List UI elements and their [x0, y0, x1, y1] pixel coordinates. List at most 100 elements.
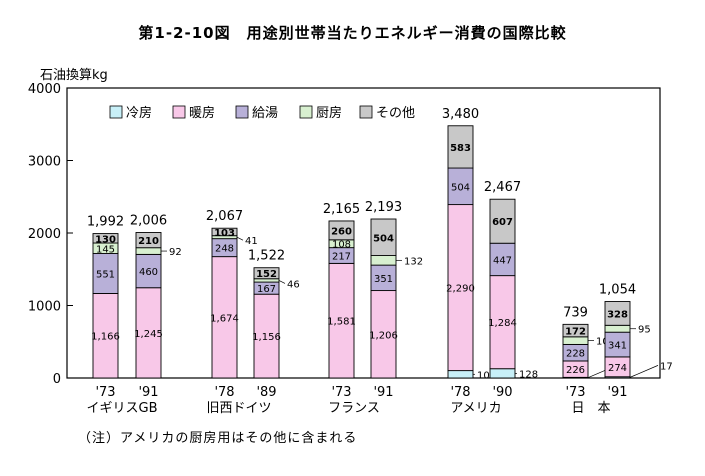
bar-segment-給湯	[489, 242, 516, 277]
data-label-leader	[629, 365, 659, 378]
data-label: 2,290	[446, 284, 475, 295]
data-label: 328	[607, 309, 628, 320]
bar-segment-暖房	[92, 293, 119, 379]
data-label: 217	[332, 252, 351, 263]
data-label: 447	[493, 255, 512, 266]
legend-label: 厨房	[316, 105, 342, 121]
data-label: 172	[565, 327, 586, 338]
data-label: 1,245	[134, 329, 163, 340]
data-label: 92	[169, 247, 182, 258]
data-label-leader	[278, 280, 286, 284]
bar-segment-その他	[92, 233, 119, 244]
bar-segment-給湯	[92, 253, 119, 294]
bar-segment-暖房	[447, 204, 474, 372]
data-label: 583	[450, 143, 471, 154]
bar-segment-その他	[328, 220, 355, 241]
bar-segment-暖房	[135, 287, 162, 379]
x-tick-label: '78	[450, 385, 470, 400]
data-label: 226	[566, 365, 585, 376]
data-label: 128	[519, 369, 538, 380]
bar-segment-暖房	[211, 256, 238, 379]
bar-segment-その他	[489, 198, 516, 244]
y-axis-unit-label: 石油換算kg	[40, 68, 108, 83]
data-label: 341	[608, 341, 627, 352]
bar-segment-その他	[135, 232, 162, 249]
bar-total-label: 2,193	[365, 200, 402, 215]
country-label: フランス	[328, 401, 380, 416]
bar-segment-厨房	[370, 255, 397, 266]
data-label: 210	[138, 236, 159, 247]
data-label: 152	[256, 269, 277, 280]
data-label: 551	[96, 269, 115, 280]
legend-swatch	[235, 105, 249, 119]
chart-title: 第1-2-10図 用途別世帯当たりエネルギー消費の国際比較	[138, 24, 567, 42]
data-label: 1,156	[252, 332, 281, 343]
bar-segment-給湯	[370, 264, 397, 292]
bar-segment-暖房	[489, 275, 516, 370]
bar-segment-暖房	[328, 262, 355, 379]
legend-swatch	[359, 105, 373, 119]
legend-label: 給湯	[252, 106, 278, 121]
x-tick-label: '91	[373, 385, 393, 400]
data-label: 460	[139, 267, 158, 278]
data-label: 1,166	[91, 332, 120, 343]
x-tick-label: '89	[256, 385, 276, 400]
bar-segment-厨房	[604, 324, 631, 333]
x-tick-label: '73	[95, 385, 115, 400]
data-label: 41	[245, 236, 258, 247]
data-label: 1,284	[488, 318, 517, 329]
data-label: 260	[331, 226, 352, 237]
data-label: 130	[95, 234, 116, 245]
data-label: 274	[608, 363, 627, 374]
data-label: 102	[477, 370, 496, 381]
data-label: 108	[332, 240, 351, 251]
country-label: イギリスGB	[87, 401, 158, 416]
data-label: 1,674	[210, 313, 239, 324]
x-tick-label: '73	[331, 385, 351, 400]
y-tick-label: 4000	[28, 82, 61, 97]
bar-total-label: 739	[563, 305, 588, 320]
bar-segment-その他	[604, 301, 631, 326]
bar-total-label: 1,992	[87, 215, 124, 230]
bar-segment-その他	[370, 218, 397, 256]
data-label: 248	[215, 244, 234, 255]
bar-segment-暖房	[370, 290, 397, 379]
bar-total-label: 2,467	[484, 180, 521, 195]
bar-segment-その他	[211, 227, 238, 237]
data-label: 145	[96, 244, 115, 255]
data-label: 95	[638, 325, 651, 336]
legend-label: 冷房	[126, 105, 152, 121]
legend-swatch	[299, 105, 313, 119]
data-label: 17	[660, 361, 673, 372]
x-tick-label: '90	[492, 385, 512, 400]
bar-segment-給湯	[135, 253, 162, 289]
bar-total-label: 3,480	[442, 107, 479, 122]
data-label: 607	[492, 217, 513, 228]
data-label: 228	[566, 349, 585, 360]
bar-segment-冷房	[489, 368, 516, 379]
legend-label: 暖房	[189, 105, 215, 121]
bar-segment-その他	[562, 323, 589, 338]
country-label: 日 本	[571, 401, 610, 416]
bar-total-label: 1,522	[248, 249, 285, 264]
legend-label: その他	[376, 106, 415, 121]
bar-segment-その他	[253, 267, 280, 280]
bar-segment-その他	[447, 125, 474, 169]
x-tick-label: '73	[565, 385, 585, 400]
legend-swatch	[109, 105, 123, 119]
bar-segment-給湯	[447, 167, 474, 206]
bar-total-label: 2,006	[130, 213, 167, 228]
country-label: 旧西ドイツ	[206, 401, 271, 416]
bar-total-label: 1,054	[599, 283, 636, 298]
data-label: 46	[287, 279, 300, 290]
y-tick-label: 1000	[28, 300, 61, 315]
data-label: 1,581	[327, 317, 356, 328]
bar-segment-厨房	[135, 247, 162, 255]
footnote: （注）アメリカの厨房用はその他に含まれる	[78, 431, 358, 446]
x-tick-label: '91	[607, 385, 627, 400]
x-tick-label: '78	[214, 385, 234, 400]
y-tick-label: 2000	[28, 227, 61, 242]
y-tick-label: 0	[53, 372, 61, 387]
data-label: 1,206	[369, 330, 398, 341]
